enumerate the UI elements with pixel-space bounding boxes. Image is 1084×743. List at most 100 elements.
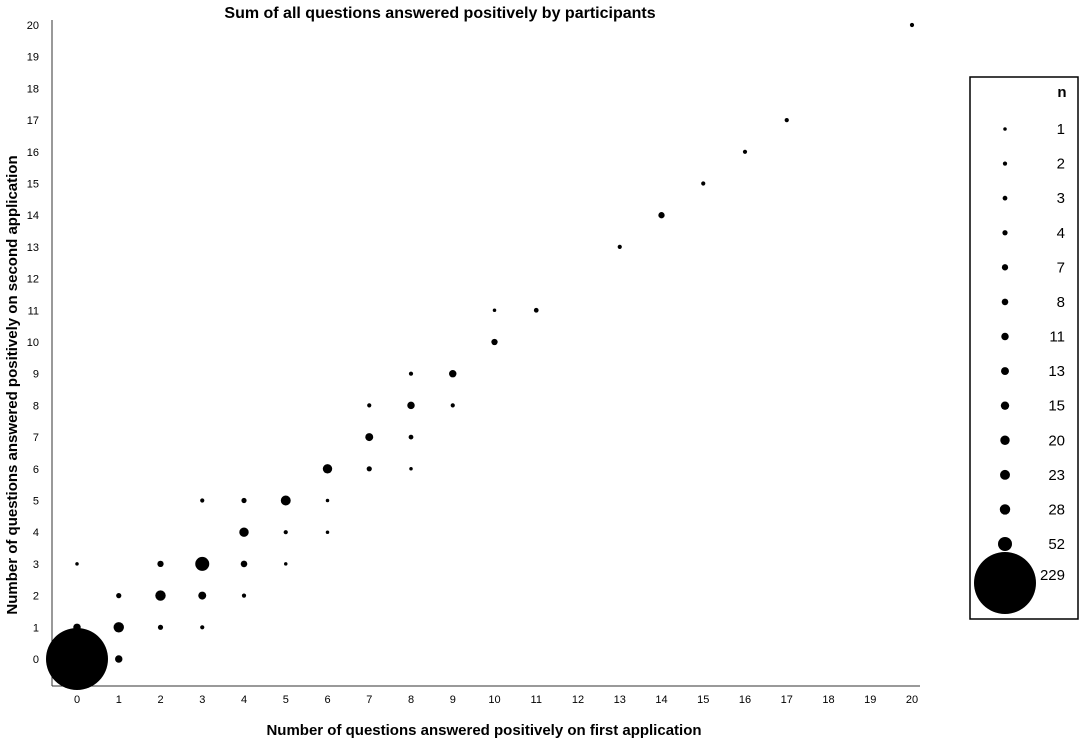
legend-marker <box>1001 367 1009 376</box>
y-tick-label: 11 <box>28 305 39 317</box>
data-point <box>491 338 498 346</box>
legend-title: n <box>1057 84 1066 101</box>
x-tick-label: 4 <box>241 694 247 706</box>
data-point <box>617 244 622 250</box>
legend-label: 2 <box>1057 156 1065 173</box>
data-point <box>280 495 291 506</box>
legend-label: 15 <box>1048 398 1065 415</box>
x-axis-label: Number of questions answered positively … <box>266 722 701 739</box>
data-point <box>157 624 164 630</box>
legend-label: 52 <box>1048 536 1065 553</box>
y-tick-label: 4 <box>33 527 39 539</box>
y-tick-label: 3 <box>33 559 39 571</box>
data-point <box>200 498 205 503</box>
x-tick-label: 10 <box>488 694 500 706</box>
legend-label: 23 <box>1048 467 1065 484</box>
x-tick-label: 1 <box>116 694 122 706</box>
data-point <box>115 655 123 663</box>
legend-marker <box>1002 195 1008 201</box>
legend-marker <box>998 537 1012 551</box>
y-tick-label: 13 <box>27 242 39 254</box>
data-point <box>367 403 372 408</box>
x-tick-label: 14 <box>655 694 667 706</box>
data-point <box>407 401 415 410</box>
x-tick-label: 19 <box>864 694 876 706</box>
x-tick-label: 18 <box>822 694 834 706</box>
data-point <box>325 530 330 534</box>
legend-marker <box>974 552 1036 614</box>
data-point <box>157 560 164 568</box>
data-point <box>658 212 665 219</box>
legend-marker <box>1000 469 1010 480</box>
data-point <box>450 403 455 408</box>
y-axis-label: Number of questions answered positively … <box>4 155 21 614</box>
legend-marker <box>1002 161 1008 166</box>
data-point <box>155 590 166 601</box>
chart-title: Sum of all questions answered positively… <box>224 5 655 22</box>
legend-marker <box>999 504 1011 515</box>
legend-marker <box>1001 298 1009 306</box>
legend-label: 7 <box>1057 259 1065 276</box>
data-point <box>75 562 79 566</box>
legend-label: 8 <box>1057 294 1065 311</box>
data-point <box>284 562 288 566</box>
y-tick-label: 17 <box>27 115 39 127</box>
data-point <box>241 497 247 504</box>
legend-marker <box>1001 264 1009 271</box>
legend-label: 3 <box>1057 190 1065 207</box>
data-point <box>742 149 748 154</box>
data-point <box>366 466 372 472</box>
data-point <box>46 628 108 690</box>
y-tick-label: 10 <box>27 337 39 349</box>
x-tick-label: 6 <box>324 694 330 706</box>
legend-marker <box>1000 435 1010 445</box>
y-tick-label: 6 <box>33 464 39 476</box>
data-point <box>701 181 706 186</box>
y-tick-label: 5 <box>33 496 39 508</box>
x-tick-labels: 0 1 2 3 4 5 6 7 8 9 10 11 12 13 14 15 16 17 18 19 20 <box>74 694 918 706</box>
data-point <box>533 307 539 313</box>
data-point <box>198 591 207 600</box>
data-point <box>325 498 330 503</box>
x-tick-label: 11 <box>531 694 542 706</box>
legend-label: 20 <box>1048 432 1065 449</box>
y-tick-label: 7 <box>33 432 39 444</box>
data-point <box>283 530 288 535</box>
data-point <box>784 117 789 123</box>
x-tick-label: 9 <box>450 694 456 706</box>
data-point <box>322 464 333 474</box>
legend-marker <box>1001 332 1009 341</box>
data-points <box>46 22 915 690</box>
data-point <box>408 434 414 440</box>
y-tick-label: 18 <box>27 83 39 95</box>
data-point <box>409 467 413 471</box>
y-tick-label: 14 <box>27 210 39 222</box>
data-point <box>492 308 497 313</box>
x-tick-label: 12 <box>572 694 584 706</box>
data-point <box>909 22 915 28</box>
y-tick-label: 8 <box>33 400 39 412</box>
legend-marker <box>1003 127 1007 131</box>
data-point <box>449 369 457 378</box>
x-tick-label: 20 <box>906 694 918 706</box>
data-point <box>195 556 210 571</box>
y-tick-label: 12 <box>27 274 39 286</box>
y-tick-label: 19 <box>27 52 39 64</box>
x-tick-label: 5 <box>283 694 289 706</box>
x-tick-label: 13 <box>614 694 626 706</box>
data-point <box>239 527 249 537</box>
legend-label: 13 <box>1048 363 1065 380</box>
y-tick-label: 20 <box>27 20 39 32</box>
legend-label: 229 <box>1040 567 1065 584</box>
x-tick-label: 16 <box>739 694 751 706</box>
data-point <box>241 593 247 598</box>
data-point <box>73 623 81 632</box>
x-tick-label: 0 <box>74 694 80 706</box>
y-tick-label: 0 <box>33 654 39 666</box>
legend-box <box>969 76 1079 620</box>
x-tick-label: 7 <box>366 694 372 706</box>
y-tick-label: 1 <box>33 622 39 634</box>
